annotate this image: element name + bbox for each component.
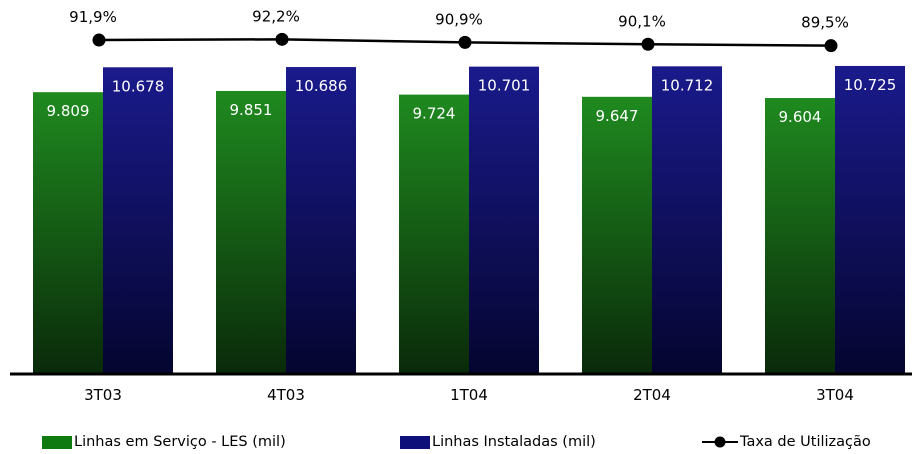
legend-item-les: Linhas em Serviço - LES (mil)	[42, 434, 286, 450]
bar-label-instaladas-4T03: 10.686	[295, 77, 348, 95]
bar-instaladas-4T03	[286, 67, 356, 374]
bar-label-instaladas-2T04: 10.712	[661, 76, 714, 94]
bar-label-instaladas-3T03: 10.678	[112, 77, 165, 95]
legend: Linhas em Serviço - LES (mil) Linhas Ins…	[0, 434, 917, 454]
chart-area: 9.809 10.678 3T03 9.851 10.686 4T03 9.724 10.70…	[10, 7, 912, 404]
bar-label-les-1T04: 9.724	[413, 105, 456, 123]
point-taxa-3T04	[824, 39, 838, 53]
label-taxa-2T04: 90,1%	[618, 12, 666, 30]
bar-les-3T03	[33, 92, 103, 373]
legend-swatch-les	[42, 435, 72, 449]
point-taxa-1T04	[458, 35, 472, 49]
bar-instaladas-2T04	[652, 66, 722, 374]
x-tick-label-3T04: 3T04	[816, 386, 854, 404]
legend-label-taxa: Taxa de Utilização	[740, 434, 871, 450]
point-taxa-4T03	[275, 32, 289, 46]
label-taxa-4T03: 92,2%	[252, 7, 300, 25]
label-taxa-3T03: 91,9%	[69, 8, 117, 26]
bar-les-3T04	[765, 98, 835, 374]
point-taxa-2T04	[641, 37, 655, 51]
legend-swatch-instaladas	[400, 435, 430, 449]
bar-instaladas-3T03	[103, 67, 173, 374]
bar-les-4T03	[216, 90, 286, 373]
legend-item-taxa: Taxa de Utilização	[700, 434, 871, 450]
bar-label-instaladas-1T04: 10.701	[478, 77, 531, 95]
bar-les-2T04	[582, 96, 652, 373]
label-taxa-1T04: 90,9%	[435, 10, 483, 28]
point-taxa-3T03	[92, 33, 106, 47]
legend-label-instaladas: Linhas Instaladas (mil)	[432, 434, 596, 450]
bar-label-les-3T04: 9.604	[779, 108, 822, 126]
label-taxa-3T04: 89,5%	[801, 14, 849, 32]
x-tick-label-2T04: 2T04	[633, 386, 671, 404]
x-tick-label-1T04: 1T04	[450, 386, 488, 404]
bar-label-instaladas-3T04: 10.725	[844, 76, 897, 94]
bar-label-les-3T03: 9.809	[47, 102, 90, 120]
bar-instaladas-3T04	[835, 65, 905, 374]
legend-item-instaladas: Linhas Instaladas (mil)	[400, 434, 596, 450]
bar-label-les-2T04: 9.647	[596, 107, 639, 125]
bar-instaladas-1T04	[469, 66, 539, 373]
bar-label-les-4T03: 9.851	[230, 101, 273, 119]
legend-label-les: Linhas em Serviço - LES (mil)	[74, 434, 286, 450]
x-tick-label-4T03: 4T03	[267, 386, 305, 404]
legend-line-marker	[702, 436, 738, 448]
bar-les-1T04	[399, 94, 469, 374]
x-tick-label-3T03: 3T03	[84, 386, 122, 404]
